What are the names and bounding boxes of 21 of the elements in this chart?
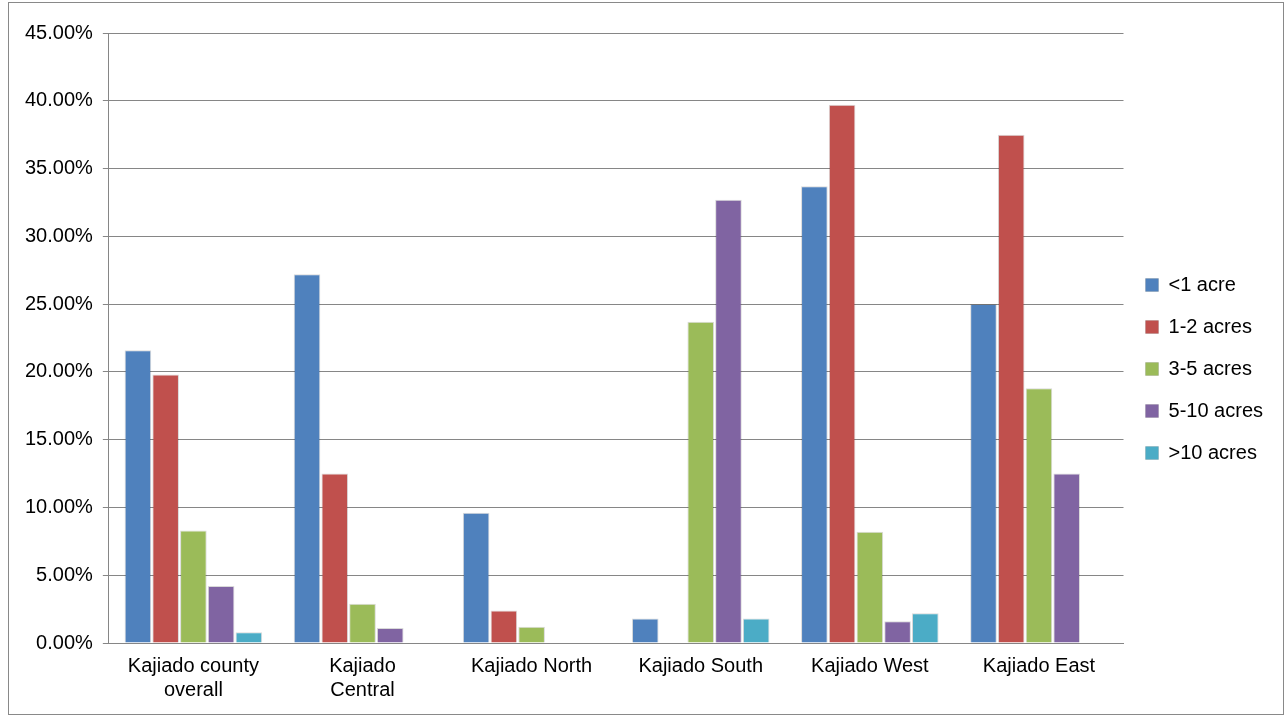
y-tick-label: 40.00% — [24, 88, 94, 111]
legend-label: 5-10 acres — [1168, 398, 1264, 421]
x-tick-label: Kajiado East — [982, 653, 1096, 676]
x-tick-label: Kajiado county overall — [127, 653, 259, 700]
legend-label: 3-5 acres — [1168, 356, 1252, 379]
x-tick-label: Kajiado Central — [329, 653, 396, 700]
y-tick-label: 35.00% — [24, 156, 94, 179]
y-tick-label: 15.00% — [24, 427, 94, 450]
y-tick-label: 20.00% — [24, 359, 94, 382]
y-tick-label: 45.00% — [24, 20, 94, 43]
x-tick-label: Kajiado West — [811, 653, 930, 676]
y-tick-label: 0.00% — [36, 630, 94, 653]
y-tick-label: 25.00% — [24, 291, 94, 314]
x-tick-label: Kajiado North — [471, 653, 593, 676]
legend-label: <1 acre — [1168, 272, 1236, 295]
y-tick-label: 10.00% — [24, 494, 94, 517]
x-tick-label: Kajiado South — [638, 653, 763, 676]
y-tick-label: 5.00% — [36, 562, 94, 585]
legend-label: 1-2 acres — [1168, 314, 1252, 337]
y-tick-label: 30.00% — [24, 223, 94, 246]
legend-label: >10 acres — [1168, 440, 1257, 463]
